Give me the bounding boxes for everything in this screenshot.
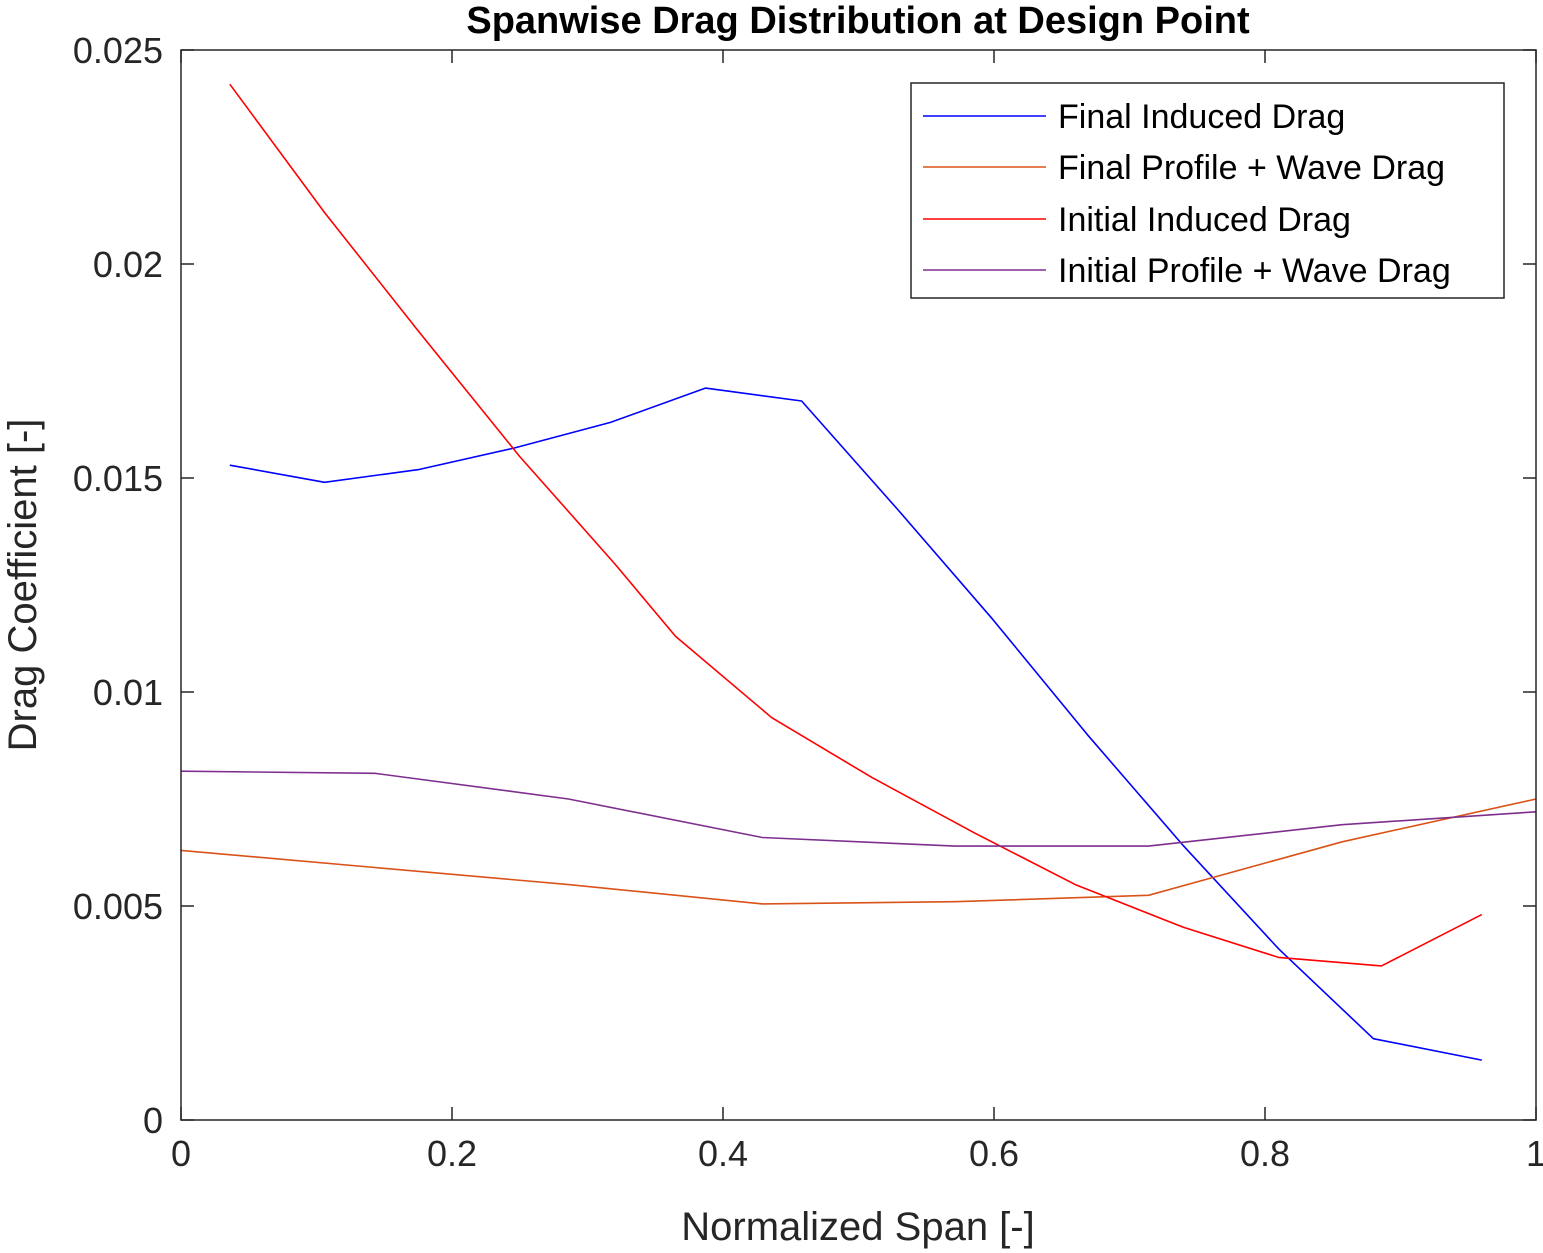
x-tick-label: 0.2 (427, 1133, 477, 1174)
y-axis-label: Drag Coefficient [-] (1, 419, 45, 752)
series-line-final-induced-drag (229, 387, 1482, 1061)
x-tick-label: 0 (171, 1133, 191, 1174)
legend-label-initial-induced-drag: Initial Induced Drag (1058, 201, 1351, 239)
x-axis-label: Normalized Span [-] (681, 1205, 1034, 1249)
y-tick-label: 0.005 (73, 886, 163, 927)
y-tick-label: 0.02 (93, 244, 163, 285)
legend-box (910, 82, 1505, 299)
chart-title: Spanwise Drag Distribution at Design Poi… (466, 0, 1250, 42)
series-layer (180, 83, 1537, 1061)
legend-label-final-induced-drag: Final Induced Drag (1058, 98, 1345, 136)
x-tick-label: 0.8 (1240, 1133, 1290, 1174)
tick-layer: 0 0.2 0.4 0.6 0.8 1 0 0.005 0.01 0.015 0.02 0.025 (73, 30, 1543, 1174)
y-tick-label: 0.025 (73, 30, 163, 71)
series-line-initial-induced-drag (229, 83, 1483, 967)
legend-label-final-profile-wave-drag: Final Profile + Wave Drag (1058, 149, 1445, 187)
legend-label-initial-profile-wave-drag: Initial Profile + Wave Drag (1058, 252, 1451, 290)
x-tick-label: 0.4 (698, 1133, 748, 1174)
series-line-final-profile-wave-drag (180, 798, 1537, 905)
x-tick-label: 1 (1526, 1133, 1543, 1174)
y-tick-label: 0 (143, 1100, 163, 1141)
x-tick-label: 0.6 (969, 1133, 1019, 1174)
axes-box (180, 49, 1537, 1121)
y-tick-label: 0.015 (73, 458, 163, 499)
y-tick-label: 0.01 (93, 672, 163, 713)
series-line-initial-profile-wave-drag (180, 770, 1537, 847)
legend: Final Induced Drag Final Profile + Wave D… (910, 82, 1505, 299)
